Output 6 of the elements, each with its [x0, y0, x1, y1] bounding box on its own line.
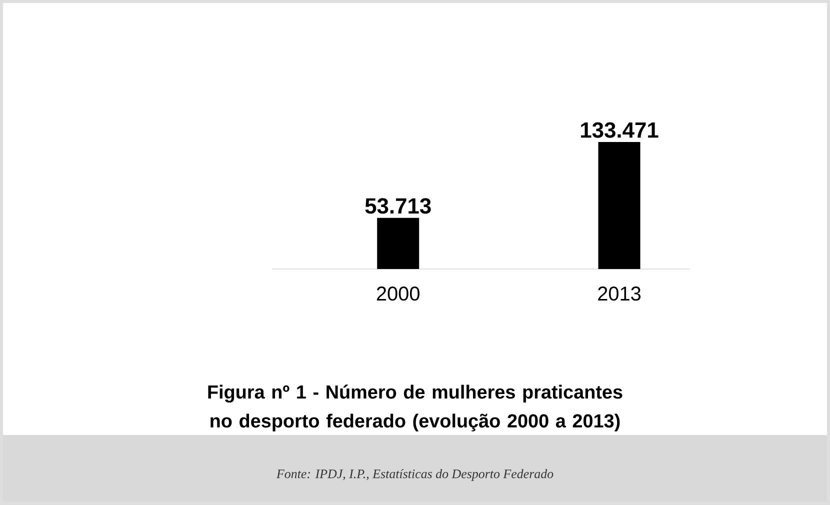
data-label: 133.471: [581, 122, 658, 138]
x-tick-label: 2000: [376, 286, 420, 301]
text: Figura nº 1 - Número de mulheres praticantes no desporto federado (evolução 2000 a 2013): [208, 384, 622, 432]
source-note: Fonte: IPDJ, I.P., Estatísticas do Desporto Federado: [276, 469, 554, 481]
data-label: 53.713: [365, 198, 431, 214]
x-tick-label: 2013: [598, 286, 641, 301]
